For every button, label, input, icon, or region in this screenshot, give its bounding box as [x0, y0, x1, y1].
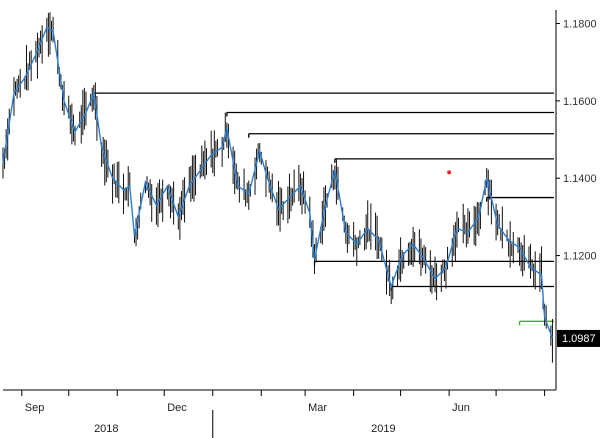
y-axis: 1.1800 1.1600 1.1400 1.1200 — [555, 10, 597, 390]
last-price-label: 1.0987 — [562, 333, 596, 345]
price-bars — [2, 12, 553, 363]
y-tick-label: 1.1400 — [563, 173, 597, 185]
price-series — [2, 26, 554, 339]
y-tick-label: 1.1600 — [563, 96, 597, 108]
last-price-box: 1.0987 — [557, 329, 600, 347]
red-dot-marker — [447, 170, 452, 175]
x-month-label: Sep — [25, 402, 45, 414]
x-year-label: 2019 — [371, 423, 395, 435]
x-month-label: Dec — [167, 402, 187, 414]
support-resistance-lines — [93, 92, 554, 326]
x-month-label: Mar — [308, 402, 327, 414]
y-tick-label: 1.1800 — [563, 19, 597, 31]
x-year-label: 2018 — [94, 423, 118, 435]
last-price-box-bg — [557, 329, 600, 347]
close-line — [2, 26, 554, 339]
y-tick-label: 1.1200 — [563, 251, 597, 263]
x-month-label: Jun — [452, 402, 470, 414]
x-axis: Sep Dec Mar Jun 2018 2019 — [3, 389, 556, 438]
chart-markers — [447, 170, 452, 175]
